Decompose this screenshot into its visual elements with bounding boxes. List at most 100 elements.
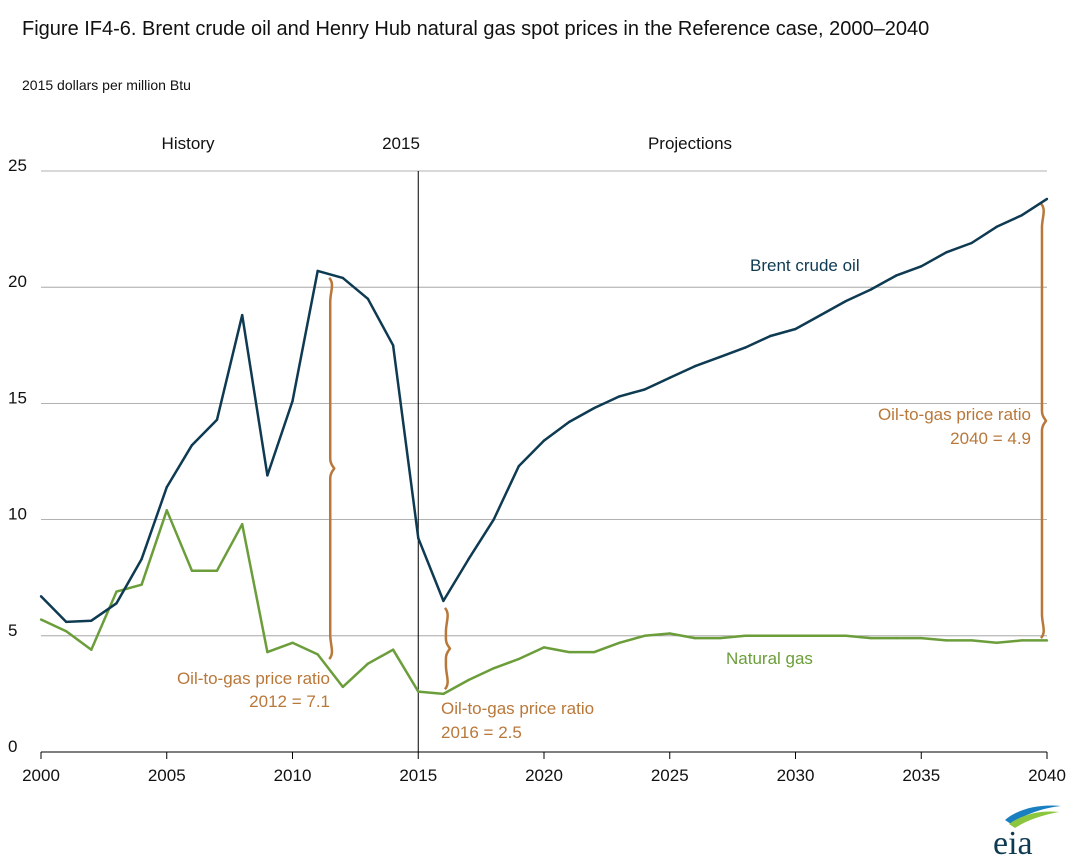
oil-point-2034	[894, 274, 898, 277]
oil-point-2029	[769, 334, 772, 338]
oil-point-2021	[567, 420, 571, 424]
oil-point-2025	[668, 376, 671, 380]
gas-point-2015	[417, 690, 420, 693]
brent-crude-oil-label: Brent crude oil	[750, 256, 860, 275]
x-tick-2015: 2015	[399, 766, 437, 785]
oil-point-2022	[593, 406, 596, 410]
logo-text: eia	[993, 825, 1033, 858]
oil-point-2035	[920, 265, 923, 268]
ratio-2012-value: 2012 = 7.1	[249, 692, 330, 711]
oil-point-2019	[517, 464, 521, 468]
gas-point-2013	[366, 662, 370, 665]
gas-point-2029	[769, 634, 772, 637]
gas-point-2012	[341, 685, 344, 689]
x-tick-2010: 2010	[274, 766, 312, 785]
ratio-brace-1	[443, 607, 452, 691]
gas-point-2034	[894, 636, 898, 640]
oil-point-2039	[1020, 213, 1024, 217]
oil-point-2009	[266, 474, 269, 477]
ratio-braces	[328, 202, 1048, 691]
oil-point-2006	[190, 444, 194, 447]
gas-point-2002	[90, 648, 93, 651]
x-tick-labels: 2000 2005 2010 2015 2020 2025 2030 2035 2040	[22, 752, 1066, 785]
oil-point-2038	[995, 225, 998, 228]
oil-point-2007	[215, 418, 219, 421]
grid-lines	[41, 170, 1047, 753]
ratio-brace-2	[1039, 202, 1048, 639]
ratio-2040-label: Oil-to-gas price ratio	[878, 405, 1031, 424]
oil-point-2036	[945, 251, 948, 254]
gas-point-2031	[819, 634, 822, 637]
oil-point-2037	[970, 241, 973, 245]
ratio-2012-label: Oil-to-gas price ratio	[177, 669, 330, 688]
oil-point-2018	[492, 518, 495, 521]
gas-point-2028	[744, 634, 747, 637]
gas-point-2036	[945, 639, 948, 642]
oil-point-2024	[643, 388, 646, 391]
oil-point-2002	[90, 619, 93, 622]
divider-year-label: 2015	[382, 134, 420, 153]
natural-gas-label: Natural gas	[726, 649, 813, 668]
x-tick-2025: 2025	[651, 766, 689, 785]
gas-point-2018	[492, 667, 495, 670]
oil-point-2027	[718, 355, 722, 359]
oil-point-2032	[844, 299, 847, 303]
oil-point-2014	[391, 344, 395, 347]
oil-point-2000	[39, 595, 43, 598]
y-tick-15: 15	[8, 388, 27, 407]
oil-point-2031	[819, 313, 822, 317]
gas-point-2026	[693, 636, 697, 640]
y-tick-5: 5	[8, 621, 17, 640]
gas-point-2038	[995, 641, 998, 644]
oil-point-2011	[316, 269, 319, 273]
natural-gas-series-line	[40, 509, 1047, 696]
gas-point-2005	[165, 509, 168, 512]
gas-point-2027	[718, 636, 722, 640]
gas-point-2024	[643, 634, 646, 637]
gas-point-2025	[668, 632, 671, 635]
oil-point-2016	[442, 599, 445, 603]
gas-point-2035	[920, 636, 923, 640]
gas-point-2023	[618, 641, 621, 644]
oil-point-2033	[869, 288, 873, 291]
x-tick-2000: 2000	[22, 766, 60, 785]
gas-point-2017	[467, 678, 470, 682]
gas-point-2006	[190, 569, 194, 572]
x-tick-2030: 2030	[777, 766, 815, 785]
eia-logo: eia	[985, 802, 1065, 862]
oil-point-2001	[64, 620, 68, 624]
gas-point-2037	[970, 639, 973, 642]
gas-point-2019	[517, 657, 521, 661]
gas-point-2000	[39, 618, 43, 621]
gas-point-2020	[542, 646, 546, 649]
x-tick-2035: 2035	[902, 766, 940, 785]
gas-point-2040	[1045, 639, 1049, 642]
oil-point-2013	[366, 297, 370, 301]
oil-point-2030	[794, 327, 797, 331]
oil-point-2026	[693, 365, 697, 368]
oil-point-2017	[467, 557, 470, 561]
oil-point-2010	[291, 399, 294, 403]
oil-point-2023	[618, 395, 621, 398]
logo-swoosh-blue-icon	[1005, 805, 1061, 824]
projections-label: Projections	[648, 134, 732, 153]
y-tick-0: 0	[8, 737, 17, 756]
y-tick-10: 10	[8, 505, 27, 524]
gas-point-2033	[869, 636, 873, 640]
gas-point-2003	[115, 590, 118, 593]
y-tick-labels: 0 5 10 15 20 25	[8, 156, 27, 756]
oil-point-2005	[165, 485, 168, 489]
gas-point-2010	[291, 641, 294, 644]
oil-point-2012	[341, 276, 344, 280]
ratio-2016-value: 2016 = 2.5	[441, 723, 522, 742]
oil-point-2040	[1045, 197, 1049, 201]
ratio-2016-label: Oil-to-gas price ratio	[441, 699, 594, 718]
chart-subtitle: 2015 dollars per million Btu	[22, 77, 191, 93]
gas-point-2016	[442, 692, 445, 696]
x-tick-2020: 2020	[525, 766, 563, 785]
oil-point-2008	[241, 313, 244, 317]
gas-point-2009	[266, 650, 269, 654]
oil-point-2020	[542, 439, 546, 442]
y-tick-25: 25	[8, 156, 27, 175]
